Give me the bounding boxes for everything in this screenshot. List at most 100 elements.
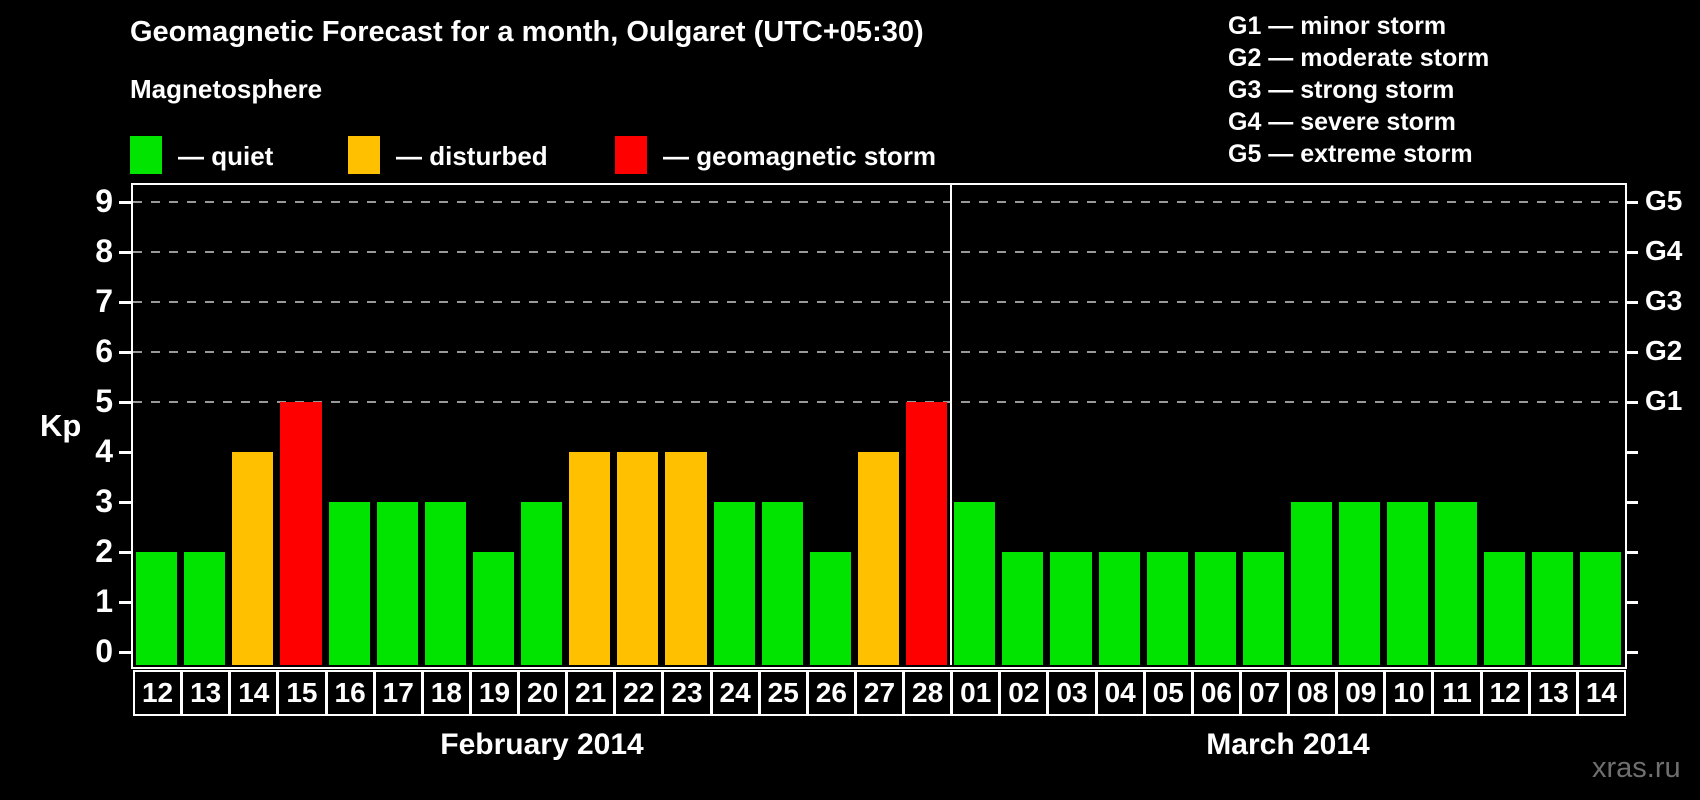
- month-label-march: March 2014: [1206, 728, 1370, 761]
- day-box-mar-01: 01: [951, 670, 1001, 716]
- bar-mar-03: [1050, 552, 1092, 665]
- day-box-feb-16: 16: [325, 670, 375, 716]
- bar-mar-13: [1531, 552, 1573, 665]
- day-box-feb-25: 25: [758, 670, 808, 716]
- bar-mar-08: [1291, 502, 1333, 665]
- g-legend-line-g3: G3 — strong storm: [1228, 76, 1455, 104]
- y-tick-label-3: 3: [95, 483, 113, 519]
- storm-legend-label: — geomagnetic storm: [663, 141, 937, 171]
- y-tick-right-2: [1625, 551, 1638, 554]
- month-label-february: February 2014: [440, 728, 644, 761]
- bar-mar-14: [1579, 552, 1621, 665]
- y-tick-label-7: 7: [95, 283, 113, 319]
- right-axis-label-g2: G2: [1645, 335, 1683, 366]
- y-tick-left-0: [119, 651, 132, 654]
- day-box-feb-28: 28: [903, 670, 953, 716]
- bar-feb-23: [665, 452, 707, 665]
- bar-feb-12: [136, 552, 178, 665]
- y-tick-label-5: 5: [95, 383, 113, 419]
- day-box-feb-26: 26: [806, 670, 856, 716]
- plot-frame: [131, 183, 1627, 669]
- day-box-feb-24: 24: [710, 670, 760, 716]
- day-box-mar-14: 14: [1576, 670, 1626, 716]
- bar-feb-15: [280, 402, 322, 665]
- bar-mar-04: [1098, 552, 1140, 665]
- right-axis-label-g3: G3: [1645, 285, 1683, 316]
- y-tick-right-4: [1625, 451, 1638, 454]
- chart-title: Geomagnetic Forecast for a month, Oulgar…: [130, 16, 924, 48]
- bar-feb-16: [328, 502, 370, 665]
- bar-feb-28: [906, 402, 948, 665]
- legend-heading: Magnetosphere: [130, 74, 323, 104]
- g-legend-line-g2: G2 — moderate storm: [1228, 44, 1490, 72]
- bar-feb-18: [424, 502, 466, 665]
- day-box-mar-11: 11: [1432, 670, 1482, 716]
- y-tick-label-1: 1: [95, 583, 113, 619]
- bar-feb-22: [617, 452, 659, 665]
- day-box-feb-27: 27: [854, 670, 905, 716]
- y-tick-right-6: [1625, 351, 1638, 354]
- bar-feb-19: [472, 552, 515, 665]
- right-axis-label-g1: G1: [1645, 385, 1683, 416]
- gridline-kp9: [133, 201, 1625, 203]
- gridline-kp7: [133, 301, 1625, 303]
- day-box-mar-08: 08: [1288, 670, 1338, 716]
- y-tick-left-4: [119, 451, 132, 454]
- g-legend-line-g1: G1 — minor storm: [1228, 12, 1447, 40]
- y-tick-right-5: [1625, 401, 1638, 404]
- day-box-mar-03: 03: [1047, 670, 1097, 716]
- y-tick-label-9: 9: [95, 183, 113, 219]
- day-box-feb-23: 23: [662, 670, 712, 716]
- day-box-feb-18: 18: [421, 670, 471, 716]
- day-box-mar-06: 06: [1191, 670, 1241, 716]
- day-box-feb-22: 22: [614, 670, 664, 716]
- day-box-mar-10: 10: [1384, 670, 1434, 716]
- day-box-feb-12: 12: [133, 670, 183, 716]
- bar-mar-11: [1435, 502, 1477, 665]
- y-tick-right-8: [1625, 251, 1638, 254]
- y-tick-left-3: [119, 501, 132, 504]
- right-axis-label-g4: G4: [1645, 235, 1683, 266]
- day-box-mar-07: 07: [1239, 670, 1290, 716]
- day-box-feb-13: 13: [181, 670, 231, 716]
- g-scale-legend: G1 — minor storm G2 — moderate storm G3 …: [1228, 10, 1489, 170]
- disturbed-color-swatch: [348, 136, 380, 174]
- quiet-color-swatch: [130, 136, 162, 174]
- day-box-feb-17: 17: [373, 670, 423, 716]
- bar-feb-26: [809, 552, 851, 665]
- gridline-kp5: [133, 401, 1625, 403]
- y-tick-label-6: 6: [95, 333, 113, 369]
- gridline-kp6: [133, 351, 1625, 353]
- storm-color-swatch: [615, 136, 647, 174]
- bar-feb-24: [713, 502, 755, 665]
- bar-feb-27: [857, 452, 900, 665]
- y-axis-title: Kp: [40, 408, 82, 443]
- bar-mar-10: [1387, 502, 1429, 665]
- day-box-mar-09: 09: [1336, 670, 1386, 716]
- bar-feb-20: [521, 502, 563, 665]
- y-tick-left-2: [119, 551, 132, 554]
- y-tick-left-5: [119, 401, 132, 404]
- y-tick-right-0: [1625, 651, 1638, 654]
- y-tick-label-0: 0: [95, 633, 113, 669]
- day-box-mar-13: 13: [1528, 670, 1578, 716]
- g-legend-line-g5: G5 — extreme storm: [1228, 140, 1473, 168]
- day-box-mar-04: 04: [1095, 670, 1145, 716]
- day-box-feb-20: 20: [518, 670, 568, 716]
- bar-mar-07: [1242, 552, 1285, 665]
- bar-mar-05: [1146, 552, 1188, 665]
- y-tick-left-8: [119, 251, 132, 254]
- y-tick-right-1: [1625, 601, 1638, 604]
- y-tick-left-9: [119, 201, 132, 204]
- y-tick-left-7: [119, 301, 132, 304]
- day-box-feb-14: 14: [229, 670, 279, 716]
- disturbed-legend-label: — disturbed: [396, 141, 548, 171]
- y-tick-right-7: [1625, 301, 1638, 304]
- watermark: xras.ru: [1592, 752, 1681, 784]
- bar-mar-06: [1194, 552, 1236, 665]
- gridline-kp8: [133, 251, 1625, 253]
- g-legend-line-g4: G4 — severe storm: [1228, 108, 1456, 136]
- bar-feb-13: [184, 552, 226, 665]
- y-tick-right-3: [1625, 501, 1638, 504]
